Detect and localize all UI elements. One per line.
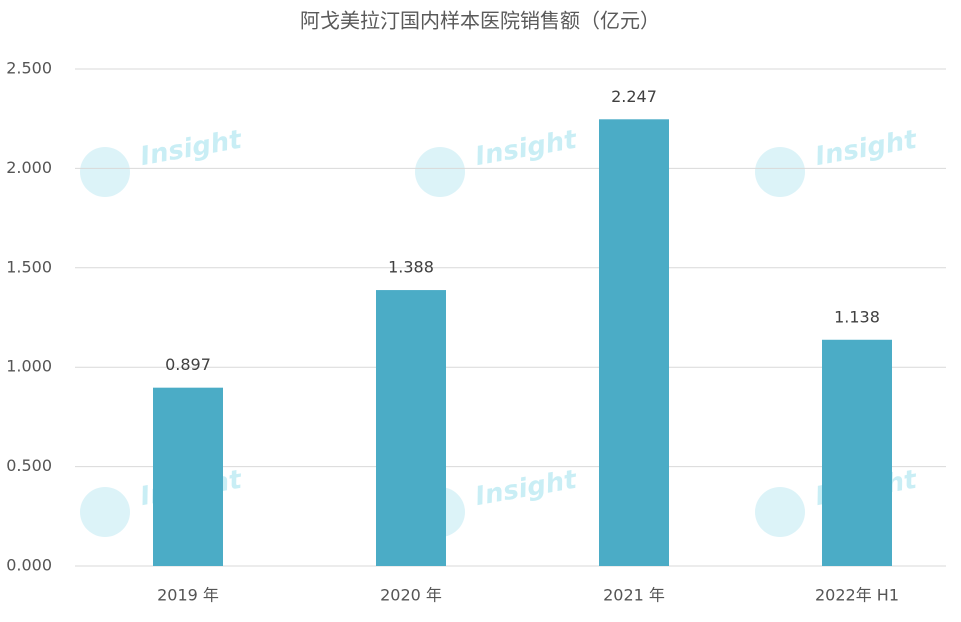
- watermark-logo: [415, 147, 465, 197]
- watermark-logo: [755, 147, 805, 197]
- watermark-logo: [80, 147, 130, 197]
- watermark-logo: [80, 487, 130, 537]
- watermark: Insight: [813, 125, 920, 173]
- bar: [376, 290, 446, 566]
- watermark-logo: [755, 487, 805, 537]
- y-tick-label: 2.500: [6, 59, 52, 78]
- chart-title: 阿戈美拉汀国内样本医院销售额（亿元）: [300, 9, 660, 33]
- x-tick-label: 2019 年: [157, 586, 219, 605]
- data-label: 1.138: [834, 307, 880, 326]
- x-tick-label: 2022年 H1: [815, 586, 899, 605]
- bar: [599, 119, 669, 567]
- bar: [153, 387, 223, 566]
- y-tick-label: 0.500: [6, 456, 52, 475]
- watermark: Insight: [138, 125, 245, 173]
- bar: [822, 339, 892, 566]
- watermark: Insight: [473, 465, 580, 513]
- y-tick-label: 0.000: [6, 556, 52, 575]
- watermark: Insight: [473, 125, 580, 173]
- y-tick-label: 1.000: [6, 357, 52, 376]
- x-tick-label: 2020 年: [380, 586, 442, 605]
- x-tick-label: 2021 年: [603, 586, 665, 605]
- data-label: 1.388: [388, 258, 434, 277]
- y-tick-label: 2.000: [6, 158, 52, 177]
- y-tick-label: 1.500: [6, 257, 52, 276]
- data-label: 2.247: [611, 87, 657, 106]
- data-label: 0.897: [165, 355, 211, 374]
